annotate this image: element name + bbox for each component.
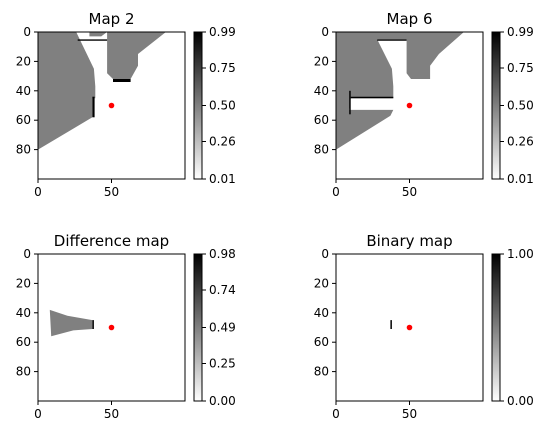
colorbar: 0.01 0.26 0.50 0.75 0.99 (491, 25, 534, 186)
colorbar-tick-label: 0.26 (209, 135, 236, 149)
unknown-region (38, 32, 166, 150)
y-tick-label: 40 (314, 306, 329, 320)
colorbar-tick-label: 0.25 (209, 357, 236, 371)
y-tick-label: 60 (16, 113, 31, 127)
colorbar-tick-label: 0.01 (507, 172, 534, 186)
colorbar-gradient (491, 31, 501, 180)
heatmap-cells (390, 320, 392, 329)
colorbar-tick-label: 0.99 (209, 25, 236, 39)
colorbar-tick-label: 0.49 (209, 321, 236, 335)
colorbar: 0.00 1.00 (491, 247, 534, 408)
binary-edge (390, 320, 392, 329)
subplot-title: Map 6 (387, 10, 433, 28)
colorbar-tick-label: 0.74 (209, 283, 236, 297)
y-tick-label: 60 (314, 335, 329, 349)
x-tick-label: 0 (332, 407, 340, 421)
y-tick-label: 20 (314, 276, 329, 290)
x-tick-label: 0 (332, 185, 340, 199)
y-tick-label: 80 (16, 143, 31, 157)
y-tick-label: 0 (23, 25, 31, 39)
robot-position-marker (406, 102, 413, 109)
unknown-region (336, 32, 464, 150)
robot-position-marker (108, 324, 115, 331)
y-tick-label: 0 (321, 247, 329, 261)
robot-position-marker (108, 102, 115, 109)
heatmap-cells (38, 32, 166, 150)
colorbar-tick-label: 0.98 (209, 247, 236, 261)
difference-region (49, 309, 93, 337)
colorbar-tick-label: 0.26 (507, 135, 534, 149)
y-tick-label: 60 (314, 113, 329, 127)
subplot-title: Binary map (366, 232, 452, 250)
colorbar-tick-label: 0.99 (507, 25, 534, 39)
occupied-wall-room (350, 96, 394, 99)
colorbar-tick-label: 0.00 (507, 394, 534, 408)
y-tick-label: 20 (314, 54, 329, 68)
subplot-1: Map 2 0 50 0 20 40 60 80 0.01 0.26 0.50 0.75 0.99 (16, 10, 236, 199)
y-tick-label: 80 (314, 365, 329, 379)
colorbar-tick-label: 0.00 (209, 394, 236, 408)
colorbar-gradient (193, 31, 203, 180)
occupied-wall-top (77, 39, 108, 41)
y-tick-label: 60 (16, 335, 31, 349)
x-tick-label: 0 (34, 185, 42, 199)
x-tick-label: 50 (402, 407, 417, 421)
occupied-wall-top (377, 39, 407, 41)
x-tick-label: 50 (104, 185, 119, 199)
colorbar-tick-label: 0.75 (209, 61, 236, 75)
y-tick-label: 40 (16, 84, 31, 98)
colorbar: 0.00 0.25 0.49 0.74 0.98 (193, 247, 236, 408)
heatmap-cells (336, 32, 464, 150)
colorbar-tick-label: 1.00 (507, 247, 534, 261)
y-tick-label: 80 (314, 143, 329, 157)
subplot-4: Binary map 0 50 0 20 40 60 80 0.00 1.00 (314, 232, 534, 421)
difference-edge (92, 320, 94, 329)
colorbar-gradient (193, 253, 203, 402)
occupied-wall-right (113, 79, 131, 82)
y-tick-label: 40 (16, 306, 31, 320)
y-tick-label: 40 (314, 84, 329, 98)
colorbar-gradient (491, 253, 501, 402)
colorbar-tick-label: 0.01 (209, 172, 236, 186)
subplot-2: Map 6 0 50 0 20 40 60 80 0.01 0.26 0.50 0.75 0.99 (314, 10, 534, 199)
colorbar-tick-label: 0.50 (209, 99, 236, 113)
subplot-title: Map 2 (89, 10, 135, 28)
occupied-wall-left (92, 96, 95, 118)
colorbar-tick-label: 0.75 (507, 61, 534, 75)
colorbar-tick-label: 0.50 (507, 99, 534, 113)
occupied-wall-room-left (349, 90, 351, 115)
y-tick-label: 0 (321, 25, 329, 39)
heatmap-cells (49, 309, 94, 337)
x-tick-label: 50 (402, 185, 417, 199)
colorbar: 0.01 0.26 0.50 0.75 0.99 (193, 25, 236, 186)
y-tick-label: 20 (16, 276, 31, 290)
y-tick-label: 80 (16, 365, 31, 379)
y-tick-label: 20 (16, 54, 31, 68)
robot-position-marker (406, 324, 413, 331)
x-tick-label: 0 (34, 407, 42, 421)
y-tick-label: 0 (23, 247, 31, 261)
subplot-title: Difference map (54, 232, 169, 250)
x-tick-label: 50 (104, 407, 119, 421)
